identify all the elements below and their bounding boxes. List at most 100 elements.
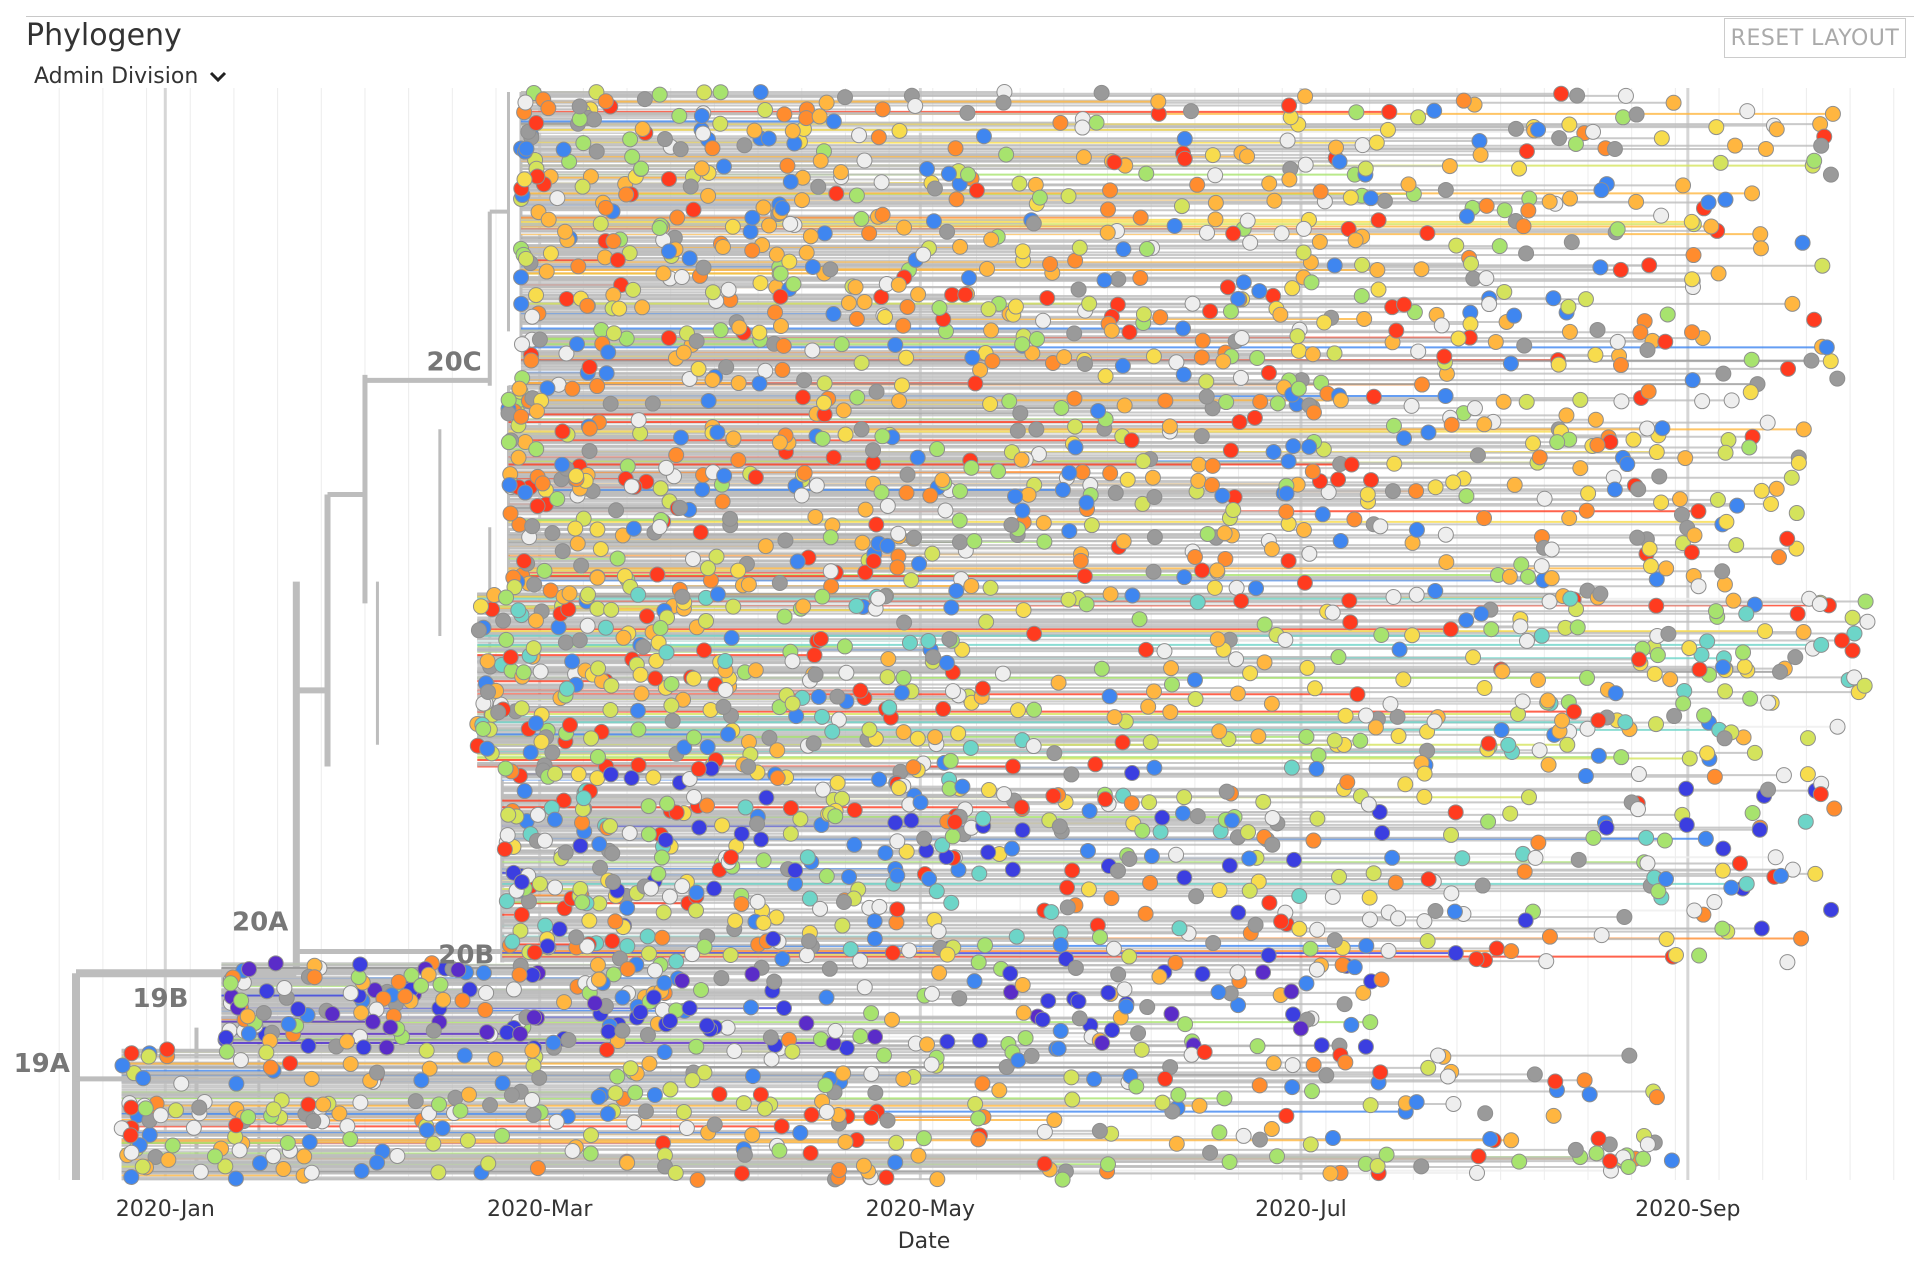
tip-node	[1553, 85, 1570, 102]
tip-node	[1446, 903, 1463, 920]
tip-node	[560, 1031, 577, 1048]
tip-node	[434, 1120, 451, 1137]
tip-node	[1520, 568, 1537, 585]
tip-node	[1551, 130, 1568, 147]
tip-node	[1454, 850, 1471, 867]
tip-node	[603, 601, 620, 618]
tip-node	[1206, 579, 1223, 596]
tip-node	[1518, 393, 1535, 410]
tip-node	[1145, 348, 1162, 365]
tip-node	[758, 789, 775, 806]
tip-node	[122, 1127, 139, 1144]
tip-node	[1176, 130, 1193, 147]
tip-node	[1404, 627, 1421, 644]
tip-node	[1202, 303, 1219, 320]
tip-node	[656, 1044, 673, 1061]
tip-node	[733, 895, 750, 912]
tip-node	[895, 724, 912, 741]
tip-node	[1518, 143, 1535, 160]
tip-node	[500, 391, 517, 408]
tip-node	[1581, 1086, 1598, 1103]
tip-node	[1330, 471, 1347, 488]
tip-node	[536, 562, 553, 579]
tip-node	[1473, 605, 1490, 622]
tip-node	[863, 1109, 880, 1126]
color-by-dropdown[interactable]: Admin Division	[34, 64, 228, 89]
tip-node	[633, 685, 650, 702]
tip-node	[927, 729, 944, 746]
tip-node	[1576, 1072, 1593, 1089]
tip-node	[498, 631, 515, 648]
tip-node	[829, 688, 846, 705]
tip-node	[1050, 1040, 1067, 1057]
tip-node	[1812, 786, 1829, 803]
tip-node	[1291, 887, 1308, 904]
tip-node	[1241, 882, 1258, 899]
tip-node	[1466, 400, 1483, 417]
tip-node	[1312, 183, 1329, 200]
tip-node	[1110, 966, 1127, 983]
tip-node	[1697, 830, 1714, 847]
reset-layout-button[interactable]: RESET LAYOUT	[1724, 18, 1906, 58]
tip-node	[1520, 789, 1537, 806]
tip-node	[1368, 134, 1385, 151]
tip-node	[1617, 714, 1634, 731]
tip-node	[1619, 456, 1636, 473]
tip-node	[252, 1155, 269, 1172]
tip-node	[782, 215, 799, 232]
tip-node	[846, 802, 863, 819]
tip-node	[1795, 624, 1812, 641]
tip-node	[877, 308, 894, 325]
tip-node	[951, 534, 968, 551]
tip-node	[597, 199, 614, 216]
tip-node	[255, 1004, 272, 1021]
tip-node	[598, 365, 615, 382]
tip-node	[1078, 596, 1095, 613]
chevron-down-icon[interactable]	[208, 67, 228, 87]
tip-node	[1638, 829, 1655, 846]
tip-node	[693, 981, 710, 998]
tip-node	[1046, 1111, 1063, 1128]
tip-node	[891, 393, 908, 410]
tip-node	[1365, 388, 1382, 405]
tip-node	[1291, 920, 1308, 937]
tip-node	[983, 322, 1000, 339]
tip-node	[906, 529, 923, 546]
tip-node	[1249, 1038, 1266, 1055]
tip-node	[1691, 661, 1708, 678]
tip-node	[1162, 704, 1179, 721]
x-tick-label: 2020-Mar	[487, 1197, 593, 1222]
tip-node	[1216, 525, 1233, 542]
tip-node	[1305, 832, 1322, 849]
tip-node	[554, 456, 571, 473]
tip-node	[879, 497, 896, 514]
tip-node	[1717, 444, 1734, 461]
tip-node	[1516, 863, 1533, 880]
tip-node	[889, 833, 906, 850]
tip-node	[1015, 1004, 1032, 1021]
tip-node	[714, 239, 731, 256]
tip-node	[460, 1086, 477, 1103]
tip-node	[1641, 257, 1658, 274]
tip-node	[810, 178, 827, 195]
tip-node	[1309, 810, 1326, 827]
clade-label-19b: 19B	[132, 984, 188, 1014]
tip-node	[1752, 240, 1769, 257]
tip-node	[1163, 660, 1180, 677]
tip-node	[749, 815, 766, 832]
tip-node	[518, 250, 535, 267]
tip-node	[1285, 438, 1302, 455]
tip-node	[1420, 1059, 1437, 1076]
tip-node	[1015, 602, 1032, 619]
tip-node	[818, 989, 835, 1006]
tip-node	[1304, 1083, 1321, 1100]
tip-node	[846, 836, 863, 853]
tip-node	[418, 1042, 435, 1059]
tip-node	[833, 336, 850, 353]
tip-node	[1320, 484, 1337, 501]
tip-node	[528, 115, 545, 132]
tip-node	[641, 1055, 658, 1072]
tip-node	[524, 308, 541, 325]
tip-node	[1316, 314, 1333, 331]
tip-node	[899, 466, 916, 483]
